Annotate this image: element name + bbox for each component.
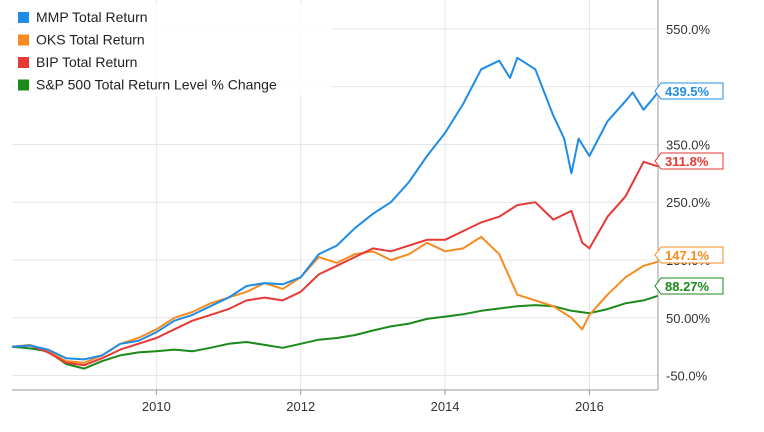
x-tick-label: 2010	[142, 399, 171, 414]
x-tick-label: 2012	[286, 399, 315, 414]
legend-swatch	[18, 12, 29, 23]
legend-label: BIP Total Return	[36, 54, 137, 70]
end-label-box	[654, 277, 724, 295]
legend-swatch	[18, 34, 29, 46]
y-tick-label: 250.0%	[666, 195, 711, 210]
end-label-text: 147.1%	[665, 248, 710, 263]
end-label-2: 311.8%	[654, 152, 724, 170]
end-labels: 439.5% 311.8% 147.1% 88.27%	[654, 82, 724, 295]
legend-swatch	[18, 57, 29, 68]
legend-background	[14, 4, 332, 96]
legend-item-3: S&P 500 Total Return Level % Change	[18, 77, 277, 93]
series-line-0	[11, 56, 659, 361]
legend: MMP Total Return OKS Total Return BIP Tota…	[14, 4, 332, 96]
legend-item-2: BIP Total Return	[18, 54, 137, 70]
x-tick-label: 2016	[575, 399, 604, 414]
y-tick-label: -50.0%	[666, 369, 708, 384]
end-label-text: 439.5%	[665, 84, 710, 99]
legend-label: MMP Total Return	[36, 9, 148, 25]
end-label-0: 439.5%	[654, 82, 724, 100]
y-tick-label: 50.00%	[666, 311, 711, 326]
end-label-text: 311.8%	[665, 154, 709, 169]
series-line-2	[11, 160, 659, 367]
legend-label: OKS Total Return	[36, 32, 145, 48]
legend-box: MMP Total Return OKS Total Return BIP Tota…	[14, 4, 332, 96]
end-label-box	[654, 82, 724, 100]
end-label-box	[654, 152, 724, 170]
series-lines	[11, 56, 659, 370]
legend-item-0: MMP Total Return	[18, 9, 148, 25]
x-tick-label: 2014	[431, 399, 460, 414]
y-tick-label: 550.0%	[666, 22, 711, 37]
y-tick-label: 350.0%	[666, 137, 711, 152]
end-label-1: 147.1%	[654, 246, 724, 264]
end-label-text: 88.27%	[665, 279, 710, 294]
legend-swatch	[18, 79, 29, 91]
legend-label: S&P 500 Total Return Level % Change	[36, 77, 277, 93]
legend-item-1: OKS Total Return	[18, 32, 145, 48]
end-label-3: 88.27%	[654, 277, 724, 295]
end-label-box	[654, 246, 724, 264]
